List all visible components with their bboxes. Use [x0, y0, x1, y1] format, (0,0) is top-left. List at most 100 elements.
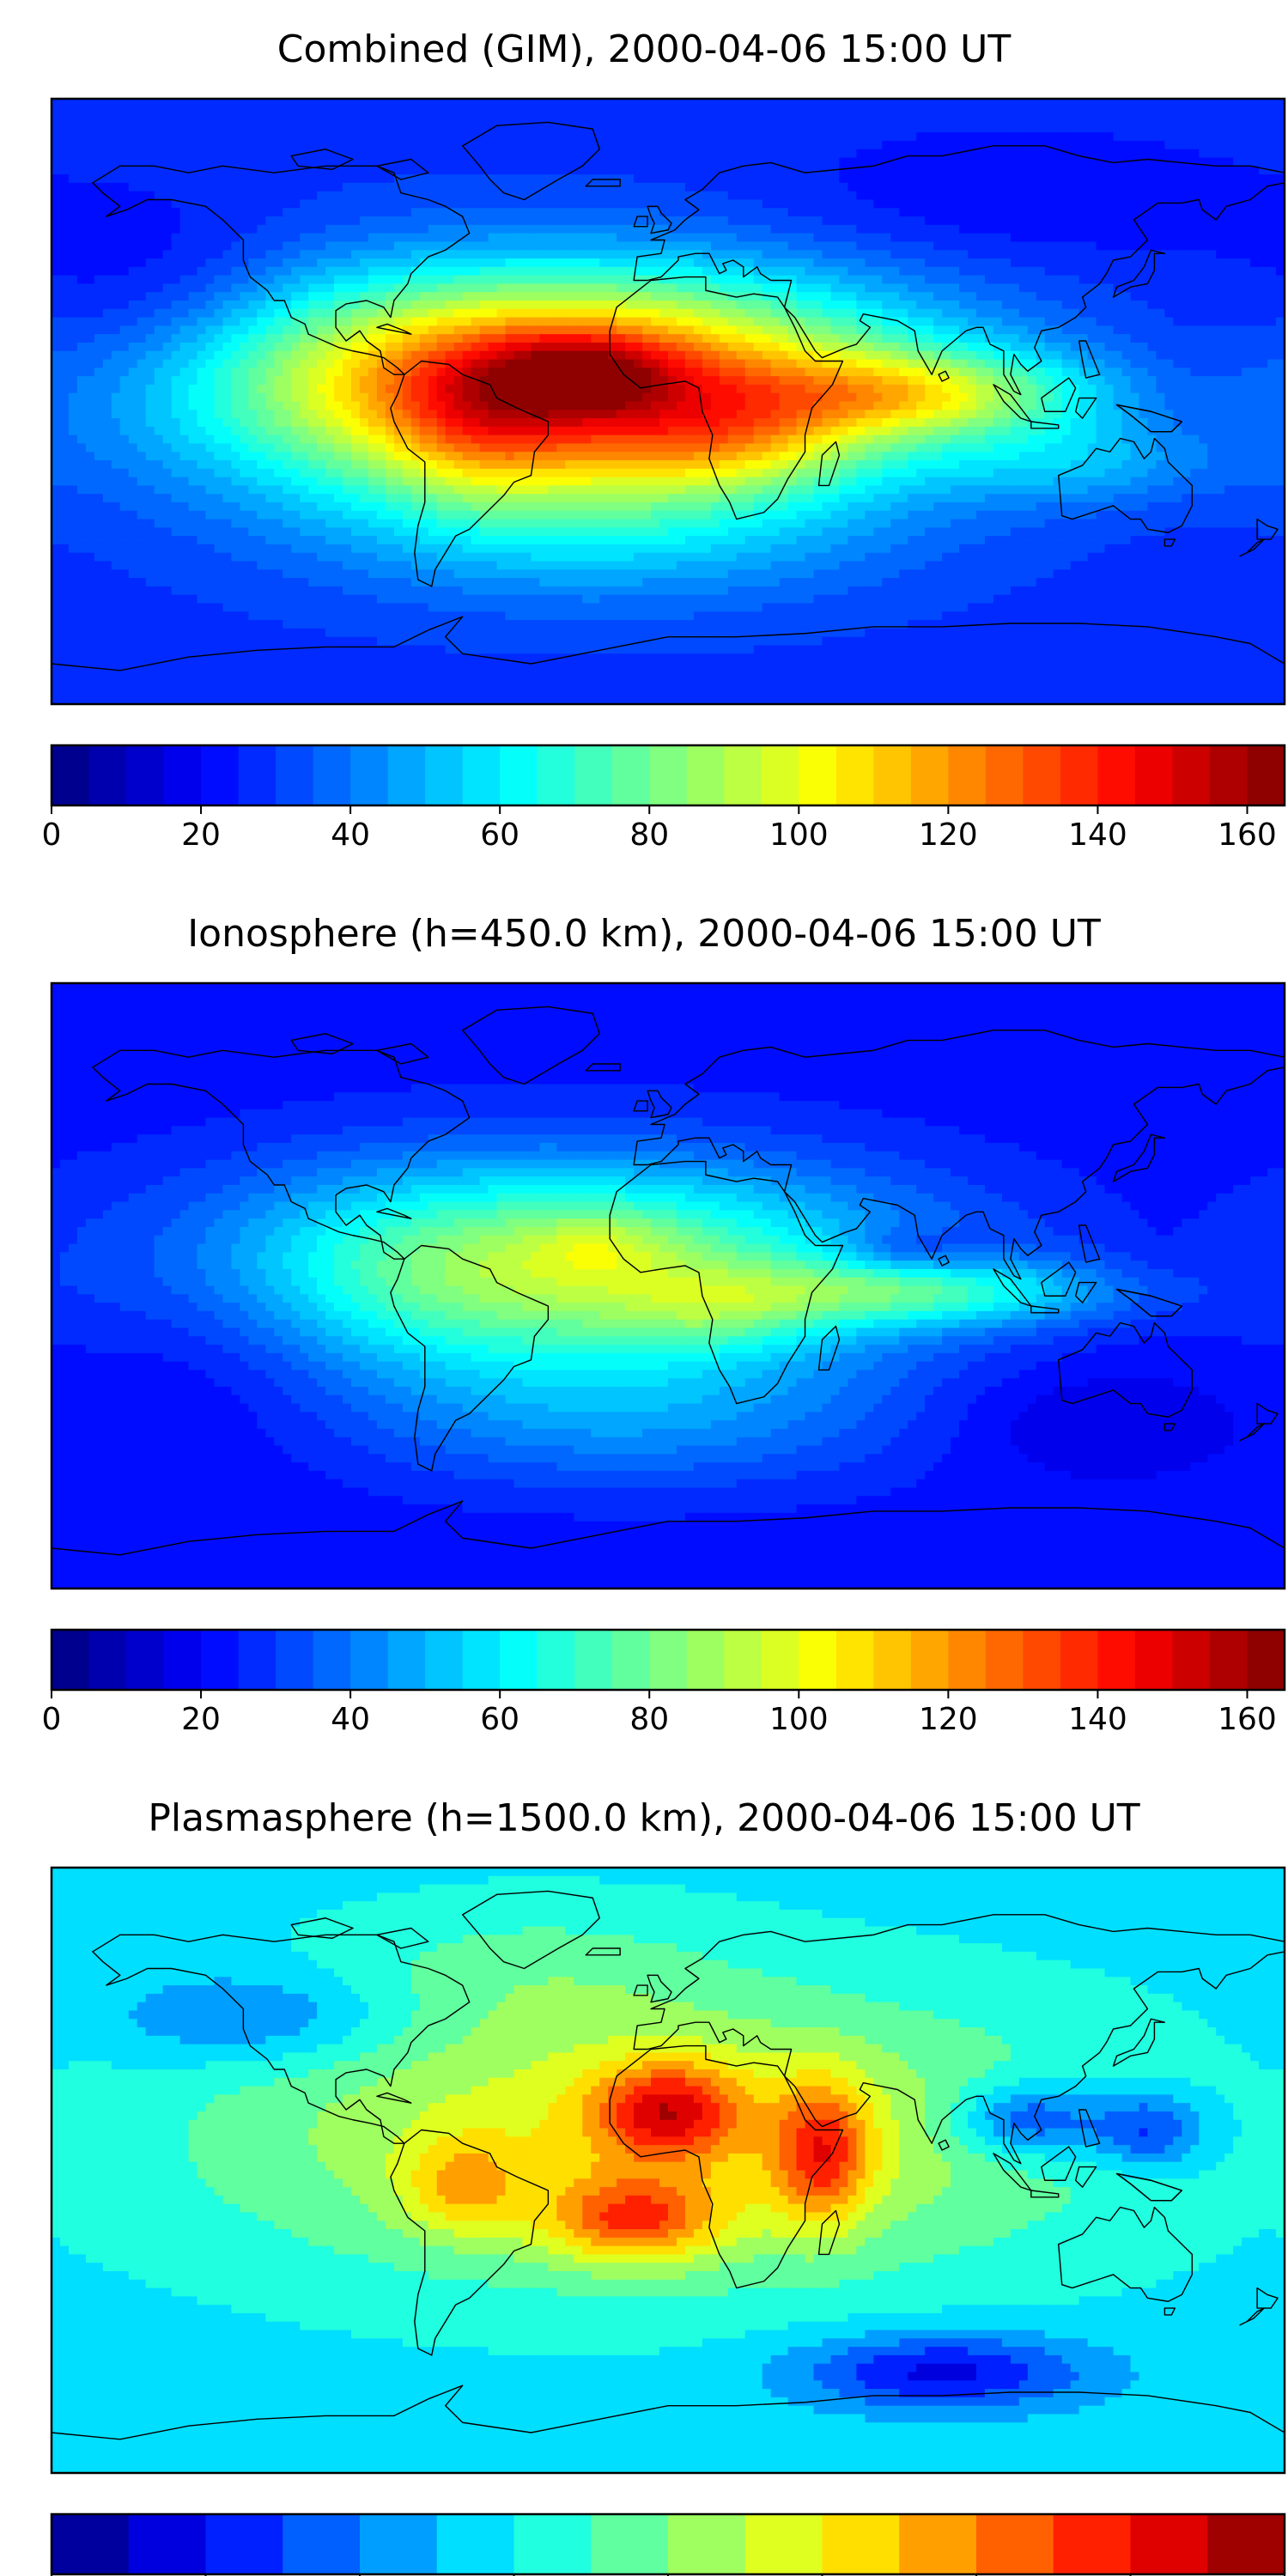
heatmap-cell [830, 292, 840, 301]
heatmap-cell [737, 360, 746, 368]
heatmap-cell [514, 385, 524, 393]
heatmap-cell [52, 216, 61, 225]
heatmap-cell [480, 385, 489, 393]
heatmap-cell [925, 250, 934, 258]
heatmap-cell [1190, 283, 1200, 292]
heatmap-cell [830, 141, 840, 149]
heatmap-cell [197, 292, 207, 301]
heatmap-cell [103, 318, 112, 326]
heatmap-cell [771, 309, 781, 318]
heatmap-cell [531, 267, 540, 276]
heatmap-cell [848, 141, 857, 149]
heatmap-cell [890, 107, 900, 116]
heatmap-cell [599, 216, 609, 225]
heatmap-cell [497, 241, 507, 250]
heatmap-cell [933, 174, 943, 183]
heatmap-cell [489, 208, 498, 216]
heatmap-cell [780, 107, 789, 116]
heatmap-cell [1011, 200, 1020, 209]
heatmap-cell [1139, 318, 1148, 326]
heatmap-cell [1036, 368, 1046, 376]
heatmap-cell [343, 124, 352, 132]
heatmap-cell [805, 183, 815, 191]
heatmap-cell [942, 208, 951, 216]
heatmap-cell [471, 234, 481, 242]
heatmap-cell [625, 318, 635, 326]
heatmap-cell [351, 292, 361, 301]
heatmap-cell [1259, 225, 1268, 234]
heatmap-cell [908, 208, 917, 216]
heatmap-cell [625, 267, 635, 276]
heatmap-cell [497, 107, 507, 116]
heatmap-cell [565, 208, 574, 216]
heatmap-cell [771, 174, 781, 183]
heatmap-cell [1045, 309, 1054, 318]
heatmap-cell [77, 276, 87, 284]
heatmap-cell [805, 292, 815, 301]
heatmap-cell [1216, 360, 1225, 368]
heatmap-cell [1079, 191, 1089, 200]
heatmap-cell [599, 325, 609, 334]
heatmap-cell [394, 334, 404, 343]
heatmap-cell [848, 149, 857, 158]
heatmap-cell [300, 334, 309, 343]
heatmap-cell [737, 301, 746, 309]
heatmap-cell [94, 283, 104, 292]
heatmap-cell [617, 292, 626, 301]
heatmap-cell [86, 166, 95, 174]
heatmap-cell [1002, 318, 1012, 326]
heatmap-cell [1028, 225, 1037, 234]
heatmap-cell [814, 385, 823, 393]
heatmap-cell [737, 250, 746, 258]
heatmap-cell [599, 158, 609, 167]
heatmap-cell [291, 292, 301, 301]
heatmap-cell [634, 149, 643, 158]
heatmap-cell [942, 360, 951, 368]
heatmap-cell [839, 216, 848, 225]
heatmap-cell [617, 334, 626, 343]
heatmap-cell [1173, 132, 1182, 141]
heatmap-cell [189, 183, 198, 191]
heatmap-cell [351, 174, 361, 183]
heatmap-cell [1071, 351, 1080, 360]
heatmap-cell [856, 351, 866, 360]
heatmap-cell [1164, 351, 1174, 360]
heatmap-cell [582, 225, 592, 234]
heatmap-cell [274, 225, 283, 234]
heatmap-cell [539, 334, 549, 343]
heatmap-cell [1250, 283, 1260, 292]
heatmap-cell [959, 241, 969, 250]
heatmap-cell [754, 149, 763, 158]
heatmap-cell [1097, 318, 1106, 326]
heatmap-cell [1164, 174, 1174, 183]
heatmap-cell [506, 158, 515, 167]
heatmap-cell [916, 141, 926, 149]
heatmap-cell [368, 325, 378, 334]
heatmap-cell [968, 250, 977, 258]
heatmap-cell [283, 276, 292, 284]
heatmap-cell [163, 283, 173, 292]
heatmap-cell [377, 225, 386, 234]
heatmap-cell [1207, 309, 1217, 318]
heatmap-cell [231, 141, 240, 149]
heatmap-cell [480, 234, 489, 242]
heatmap-cell [1079, 116, 1089, 125]
heatmap-cell [1224, 149, 1234, 158]
heatmap-cell [1173, 325, 1182, 334]
heatmap-cell [685, 234, 695, 242]
heatmap-cell [120, 124, 130, 132]
heatmap-cell [1224, 301, 1234, 309]
heatmap-cell [625, 258, 635, 267]
heatmap-cell [933, 250, 943, 258]
heatmap-cell [959, 141, 969, 149]
heatmap-cell [976, 360, 986, 368]
heatmap-cell [1190, 116, 1200, 125]
heatmap-cell [180, 116, 190, 125]
heatmap-cell [1088, 166, 1097, 174]
heatmap-cell [890, 174, 900, 183]
heatmap-cell [599, 292, 609, 301]
heatmap-cell [437, 376, 447, 385]
heatmap-cell [677, 376, 686, 385]
heatmap-cell [677, 149, 686, 158]
heatmap-cell [685, 225, 695, 234]
